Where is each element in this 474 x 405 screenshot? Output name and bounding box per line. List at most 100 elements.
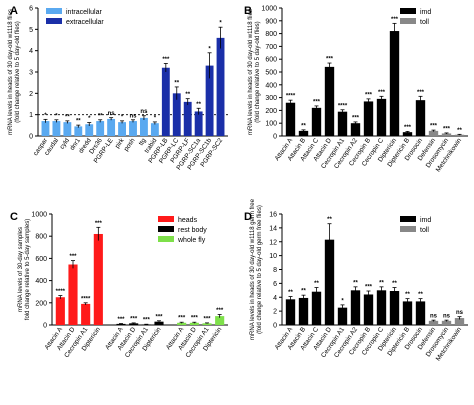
bar [81,303,91,325]
significance-label: *** [216,308,224,314]
bar [189,322,199,325]
significance-label: *** [95,221,103,227]
y-axis-label-2: (fold change relative to 5 day-old germ … [257,205,263,334]
significance-label: ** [76,119,81,125]
legend-label: toll [420,19,429,26]
significance-label: *** [430,124,438,130]
significance-label: ** [185,92,190,98]
bar [337,307,348,325]
significance-label: *** [191,316,199,322]
y-tick-label: 800 [35,234,47,241]
significance-label: ** [65,114,70,120]
y-tick-label: 3 [29,70,33,77]
bar [415,100,426,136]
bar [129,121,137,136]
significance-label: *** [365,285,373,291]
significance-label: *** [352,115,360,121]
y-tick-label: 800 [265,31,277,38]
bar [118,122,126,136]
significance-label: *** [162,57,170,63]
significance-label: *** [417,90,425,96]
legend-swatch [400,216,416,222]
bar [389,291,400,325]
significance-label: * [55,113,58,119]
legend-label: imd [420,217,431,224]
legend-swatch [46,18,62,24]
significance-label: ns [456,310,464,316]
bar [376,290,387,325]
bar [363,101,374,136]
panel-label: A [10,5,18,17]
significance-label: ** [457,128,462,134]
significance-label: ns [443,314,451,320]
bar [216,37,225,136]
bar [441,320,452,325]
significance-label: *** [155,314,163,320]
panel-label: B [244,5,252,17]
legend-label: rest body [178,227,207,234]
significance-label: *** [404,125,412,131]
bar [41,121,50,136]
bar [161,67,170,136]
bar [441,133,452,136]
bar [129,323,139,325]
legend-swatch [158,216,174,222]
bar [141,324,151,326]
bar [298,130,309,136]
y-tick-label: 5 [29,27,33,34]
bar [74,126,83,136]
y-tick-label: 100 [265,121,277,128]
significance-label: **** [81,296,91,302]
significance-label: * [88,116,91,122]
bar [324,239,335,325]
y-tick-label: 1 [29,112,33,119]
significance-label: ** [174,80,179,86]
y-tick-label: 14 [269,225,277,232]
bar [350,290,361,325]
legend-label: whole fly [177,237,206,244]
legend-label: intracellular [66,9,102,16]
y-tick-label: 600 [265,57,277,64]
bar [402,301,413,325]
significance-label: **** [286,94,296,100]
bar [194,111,203,136]
y-tick-label: 700 [265,44,277,51]
bar [298,297,309,325]
bar [285,102,296,136]
bar [93,233,103,325]
y-tick-label: 16 [269,212,277,219]
significance-label: *** [178,316,186,322]
y-tick-label: 0 [29,134,33,141]
significance-label: ns [430,314,438,320]
y-tick-label: 0 [43,323,47,330]
bar [96,121,105,136]
bar [183,101,192,136]
bar [85,124,94,136]
significance-label: *** [391,17,399,23]
significance-label: ** [98,113,103,119]
legend-label: toll [420,227,429,234]
y-tick-label: 4 [273,295,277,302]
y-tick-label: 500 [265,70,277,77]
significance-label: ** [301,289,306,295]
bar [402,132,413,136]
y-axis-label-2: (fold change relative to 5 day-old flies… [15,21,21,122]
bar [55,297,65,325]
bar [363,294,374,325]
bar [215,316,225,325]
y-axis-label: mRNA levels in heads of 30 day-old w1118… [8,9,14,135]
significance-label: **** [338,103,348,109]
bar [415,301,426,325]
y-tick-label: 10 [269,253,277,260]
y-tick-label: 400 [35,278,47,285]
legend-label: imd [420,9,431,16]
significance-label: ns [140,109,148,115]
y-tick-label: 2 [29,91,33,98]
significance-label: *** [143,318,151,324]
legend-swatch [158,236,174,242]
y-tick-label: 1000 [31,212,47,219]
bar [177,322,187,325]
bar [311,107,322,136]
significance-label: ** [379,280,384,286]
bar [107,118,116,136]
